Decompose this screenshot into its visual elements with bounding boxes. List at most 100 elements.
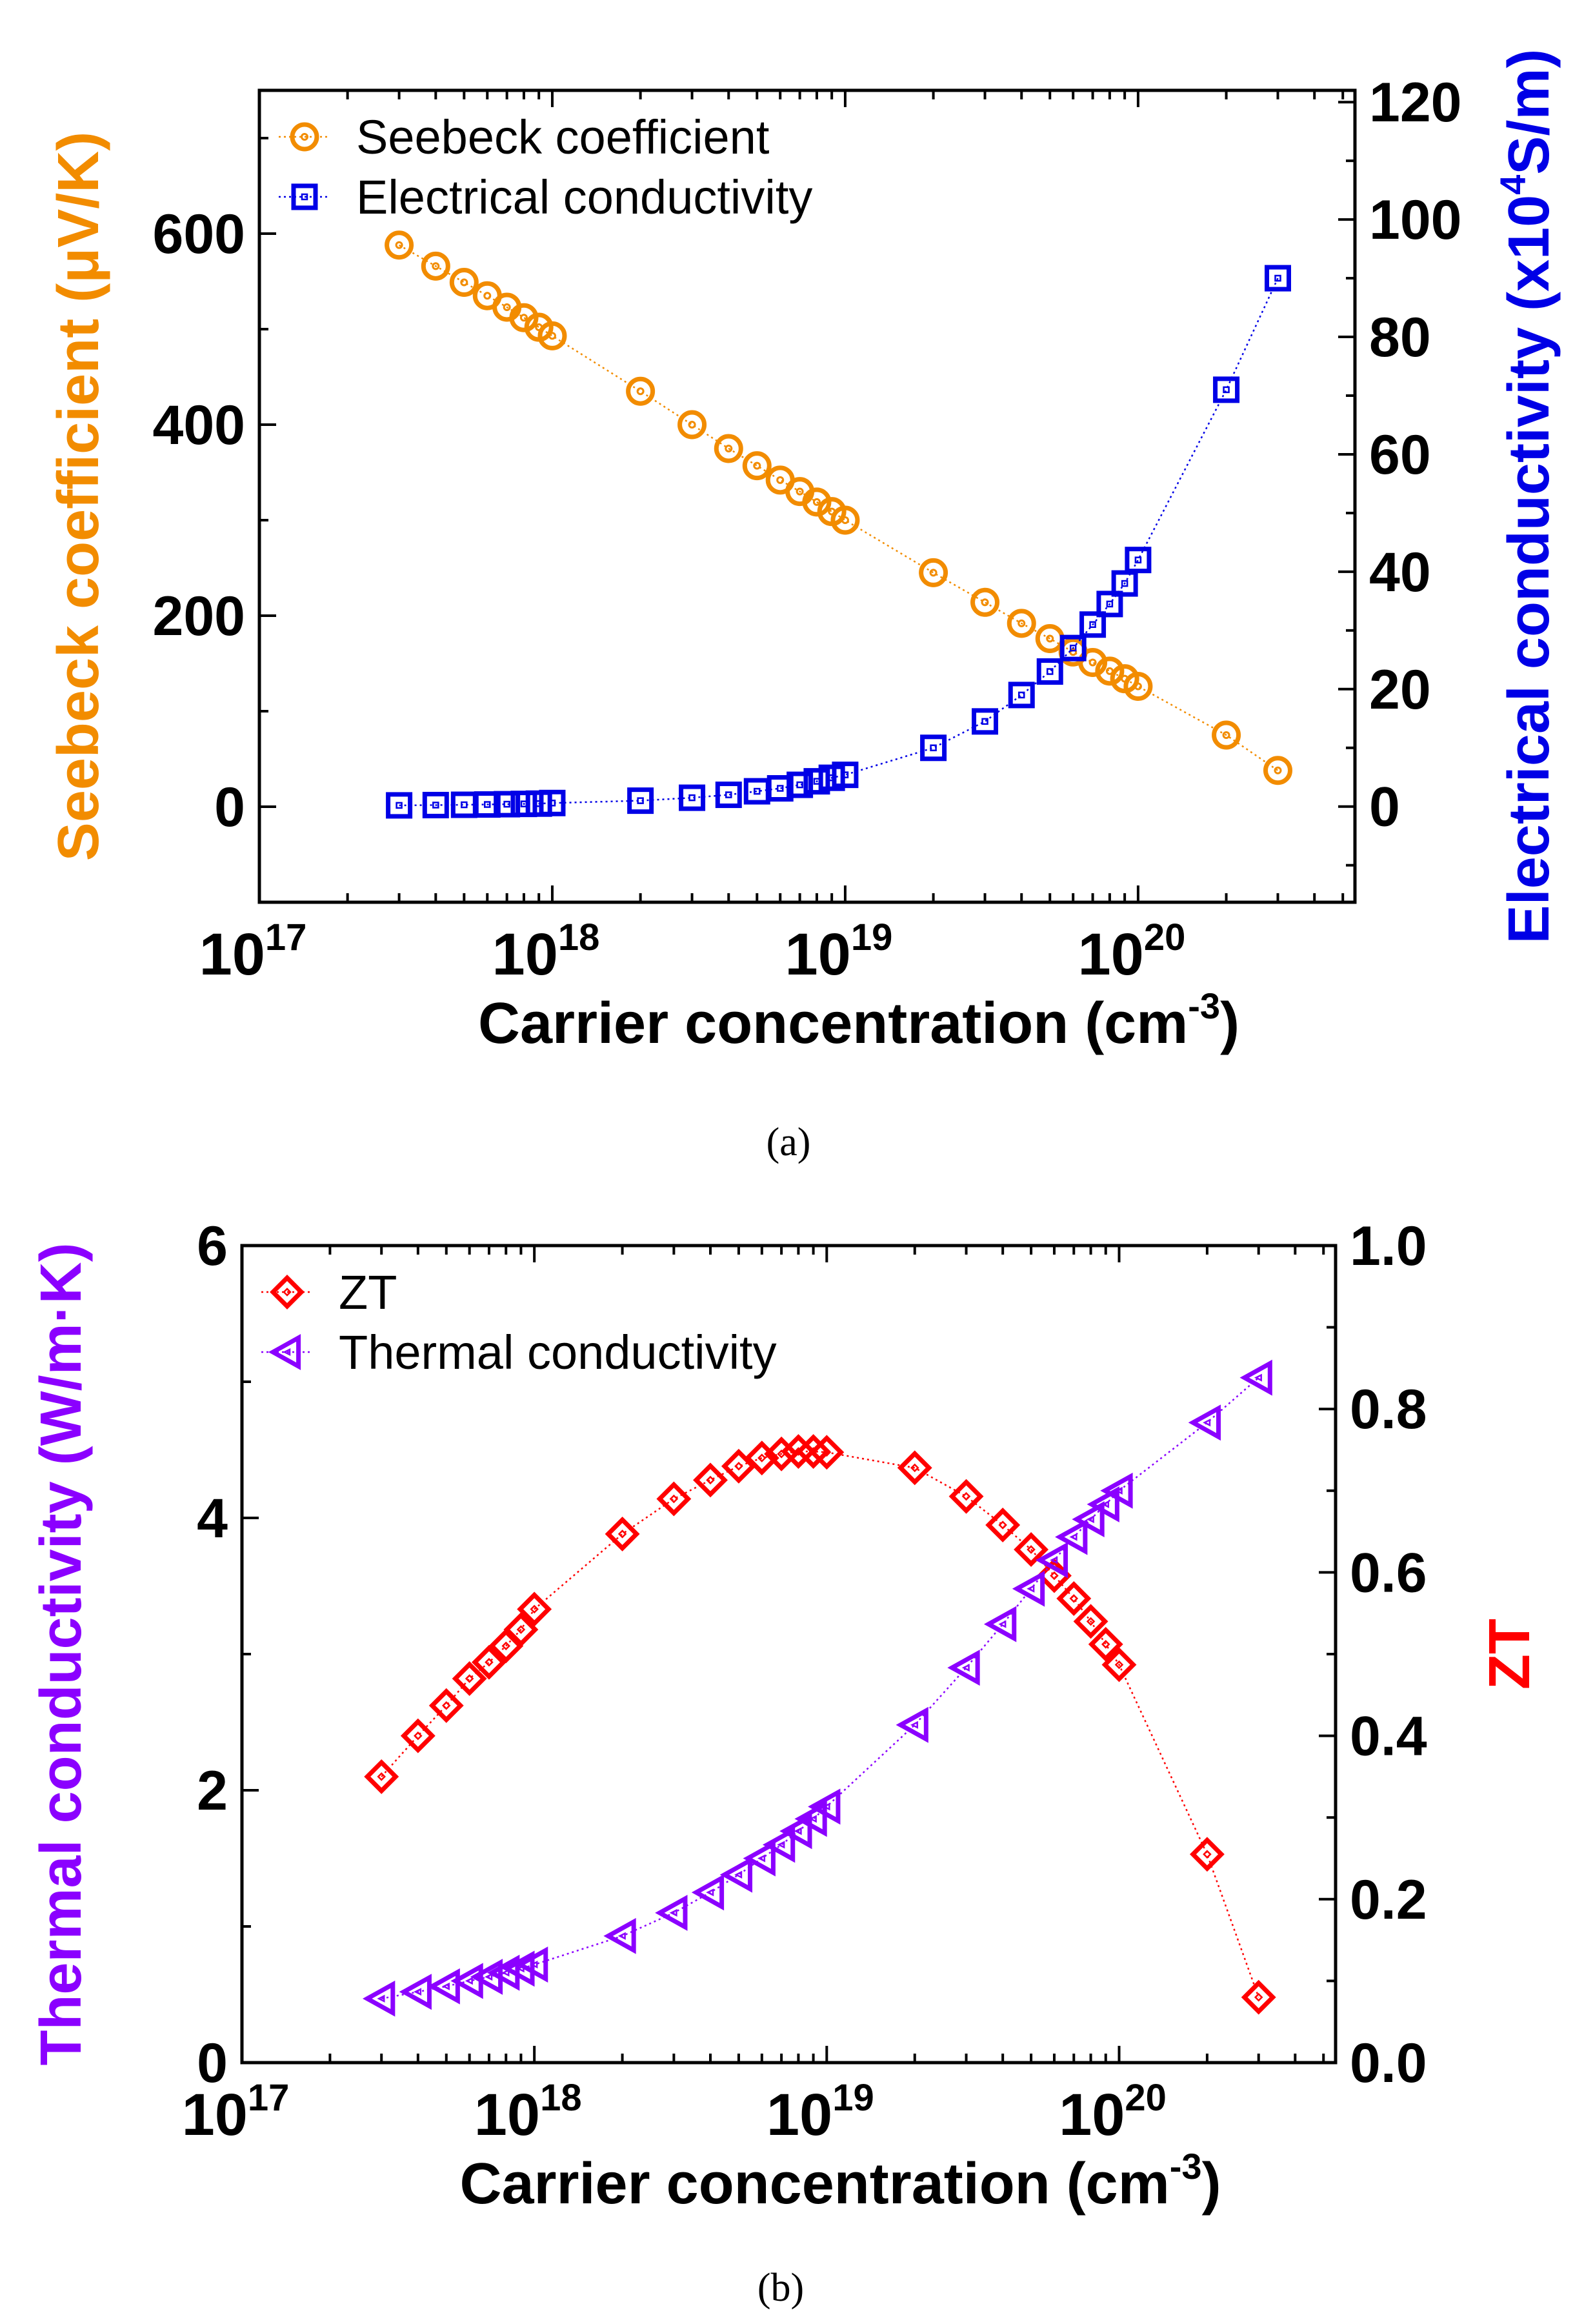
- data-point-circle: [1263, 756, 1292, 785]
- data-point-diamond: [744, 1440, 779, 1476]
- data-point-triangle-left-outer: [363, 1980, 396, 2017]
- data-point-square-dot: [981, 718, 988, 725]
- data-point-circle: [1078, 648, 1108, 678]
- data-point-square-outer: [539, 789, 566, 816]
- data-point-square: [920, 734, 947, 762]
- data-point-triangle-left-dot: [757, 1854, 766, 1863]
- data-point-triangle-left-dot: [910, 1721, 918, 1729]
- data-point-triangle-left-dot: [530, 1961, 538, 1969]
- data-point-triangle-left-outer: [1072, 1501, 1105, 1538]
- data-point-triangle-left-outer: [603, 1917, 636, 1954]
- data-point-triangle-left-dot: [1254, 1373, 1262, 1382]
- data-point-triangle-left: [1012, 1570, 1045, 1607]
- data-point-triangle-left: [794, 1801, 827, 1837]
- y-left-tick-label: 200: [153, 585, 246, 647]
- data-point-circle-outer: [1007, 609, 1036, 638]
- data-point-diamond-dot: [961, 1491, 971, 1501]
- data-point-diamond-dot: [1203, 1850, 1212, 1859]
- data-point-square-outer: [743, 778, 770, 805]
- y-left-tick-label: 0: [214, 776, 245, 838]
- data-point-circle-dot: [796, 487, 804, 496]
- data-point-diamond-outer: [985, 1508, 1021, 1542]
- data-point-triangle-left-dot: [377, 1994, 385, 2003]
- y-right-tick-label: 1.0: [1350, 1215, 1427, 1277]
- data-point-diamond: [656, 1481, 692, 1517]
- data-point-diamond: [1056, 1581, 1092, 1616]
- data-point-triangle-left-outer: [1035, 1542, 1068, 1579]
- data-point-square-dot: [841, 771, 849, 778]
- data-point-triangle-left: [808, 1788, 841, 1825]
- data-point-square-outer: [494, 791, 521, 818]
- data-point-square-dot: [503, 800, 510, 808]
- data-point-square: [1036, 658, 1063, 685]
- legend-marker-circle-outer: [290, 122, 319, 152]
- data-point-circle-outer: [449, 267, 479, 297]
- data-point-circle-outer: [1263, 756, 1292, 785]
- plot-frame: [257, 88, 1357, 904]
- data-point-triangle-left-outer: [794, 1801, 827, 1837]
- data-point-diamond: [693, 1462, 728, 1498]
- x-tick-label: 1019: [767, 2077, 874, 2148]
- x-axis-title: Carrier concentration (cm-3): [478, 985, 1239, 1056]
- data-point-square-dot: [1274, 274, 1281, 282]
- data-point-circle-dot: [688, 421, 696, 429]
- data-point-triangle-left-dot: [501, 1968, 510, 1977]
- data-point-triangle-left-dot: [669, 1908, 677, 1917]
- data-point-diamond-outer: [744, 1440, 779, 1476]
- data-point-circle: [802, 487, 832, 517]
- legend-marker-triangle-left: [268, 1334, 301, 1370]
- series-line-0: [398, 244, 1279, 771]
- data-point-diamond-dot: [485, 1657, 494, 1667]
- data-point-triangle-left: [947, 1650, 980, 1686]
- data-point-diamond-dot: [757, 1453, 767, 1462]
- data-point-triangle-left-outer: [1188, 1404, 1221, 1441]
- legend-marker-circle: [290, 122, 319, 152]
- data-point-square-outer: [1096, 591, 1123, 618]
- data-point-diamond-outer: [503, 1612, 539, 1647]
- y-right-tick-label: 80: [1369, 307, 1431, 369]
- caption-a: (a): [767, 1120, 811, 1164]
- data-point-square-dot: [1134, 556, 1142, 563]
- data-point-diamond: [503, 1612, 539, 1647]
- data-point-square: [715, 782, 742, 809]
- data-point-square-dot: [1046, 668, 1054, 675]
- data-point-square-dot: [432, 802, 439, 809]
- data-point-diamond-dot: [1101, 1640, 1110, 1649]
- data-point-triangle-left-outer: [515, 1946, 548, 1983]
- data-point-triangle-left: [719, 1856, 753, 1893]
- data-point-circle-outer: [919, 558, 948, 587]
- x-tick-label: 1018: [492, 916, 600, 987]
- data-point-circle-outer: [537, 321, 567, 350]
- data-point-square-outer: [474, 791, 501, 818]
- y-left-tick-label: 0: [197, 2032, 228, 2094]
- data-point-circle: [626, 376, 656, 406]
- data-point-square: [1111, 570, 1138, 597]
- data-point-circle-dot: [753, 461, 761, 470]
- data-point-diamond-dot: [1050, 1571, 1059, 1581]
- data-point-circle-dot: [432, 262, 440, 270]
- data-point-circle: [1007, 609, 1036, 638]
- data-point-triangle-left-outer: [762, 1826, 796, 1863]
- data-point-diamond: [1101, 1647, 1137, 1682]
- data-point-diamond-outer: [605, 1516, 640, 1551]
- data-point-diamond: [1088, 1626, 1123, 1662]
- data-point-square-outer: [627, 787, 654, 814]
- data-point-diamond-outer: [517, 1591, 552, 1627]
- x-tick-label: 1020: [1078, 916, 1185, 987]
- data-point-triangle-left-outer: [502, 1950, 535, 1987]
- data-point-square-outer: [510, 791, 537, 818]
- data-point-circle-dot: [1046, 634, 1054, 643]
- data-point-diamond: [1189, 1837, 1225, 1872]
- data-point-diamond: [809, 1435, 845, 1470]
- data-point-circle-outer: [626, 376, 656, 406]
- data-point-square: [474, 791, 501, 818]
- data-point-circle-outer: [714, 434, 743, 463]
- data-point-square-outer: [972, 708, 999, 735]
- data-point-square: [767, 775, 794, 802]
- data-point-square: [386, 792, 413, 819]
- legend-label: ZT: [339, 1266, 397, 1319]
- data-point-diamond: [1014, 1532, 1049, 1567]
- data-point-circle-dot: [1134, 682, 1142, 691]
- data-point-diamond-outer: [796, 1434, 831, 1469]
- legend-marker-square-dot: [301, 193, 308, 201]
